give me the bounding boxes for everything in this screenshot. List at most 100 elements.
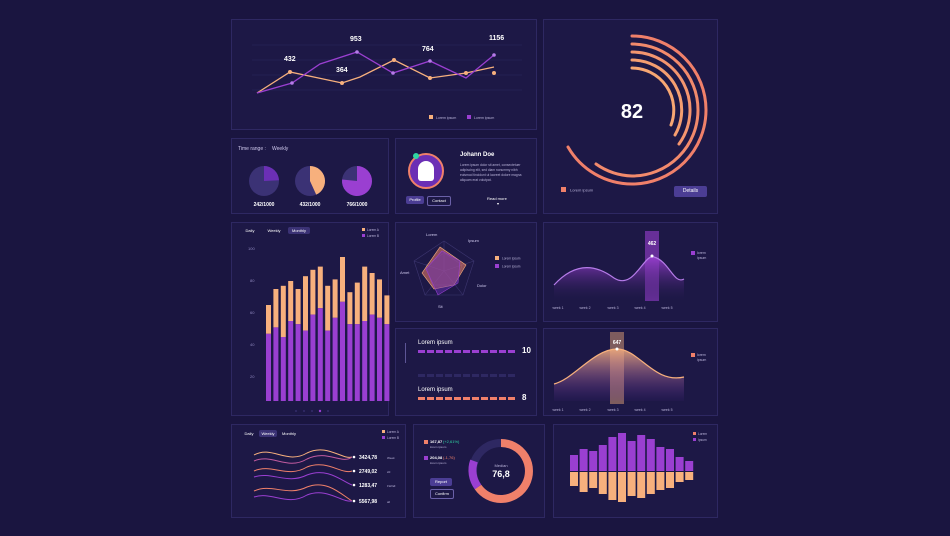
avatar[interactable] <box>408 153 444 189</box>
stat-label-2: lorem ipsum <box>430 461 447 465</box>
bar-down <box>618 472 626 502</box>
week-label: week 2 <box>579 408 590 412</box>
legend-label: Lorem B <box>367 234 379 238</box>
stat-value-1: 167,87 <box>430 439 443 444</box>
bar-down <box>666 472 674 488</box>
donut-center-value: 76,8 <box>492 469 510 479</box>
line-series-purple <box>256 51 495 94</box>
bar-segment-top <box>354 282 360 325</box>
mirror-bar-chart: Lorem Ipsum <box>570 432 707 502</box>
bar-segment-top <box>295 289 301 325</box>
week-label: week 4 <box>634 306 645 310</box>
bar-segment-bottom <box>347 324 353 401</box>
tab-monthly[interactable]: Monthly <box>281 431 296 436</box>
week-label: week 2 <box>579 306 590 310</box>
tab-monthly[interactable]: Monthly <box>288 227 310 234</box>
read-more-link[interactable]: Read more <box>487 196 507 201</box>
radar-panel: Lorem Ipsum Dolor Sit Amet Lorem ipsum L… <box>395 222 537 322</box>
report-button[interactable]: Report <box>430 478 452 486</box>
bar-segment-bottom <box>340 301 345 401</box>
pie-label-2: 432/1000 <box>300 202 321 208</box>
legend-label: Lorem ipsum <box>502 265 521 269</box>
legend-label: Ipsum <box>698 438 707 442</box>
bar-segment-top <box>340 257 345 302</box>
mirror-bars-panel: Lorem Ipsum <box>553 424 718 518</box>
bar-segment-bottom <box>377 317 382 401</box>
legend-label: ipsum <box>697 358 706 362</box>
value-label-364: 364 <box>336 67 348 74</box>
confirm-button[interactable]: Confirm <box>430 489 454 499</box>
bar-down <box>675 472 684 482</box>
bar-down <box>646 472 655 494</box>
week-label: week 3 <box>607 306 618 310</box>
bar-down <box>579 472 588 492</box>
radar-axis-label: Amet <box>400 270 410 275</box>
bar-segment-top <box>377 279 382 318</box>
tab-daily[interactable]: Daily <box>245 228 255 233</box>
bar-segment-top <box>347 292 353 325</box>
legend-label: Lorem ipsum <box>436 116 456 120</box>
bar-down <box>627 472 636 496</box>
contact-button[interactable]: Contact <box>427 196 451 206</box>
bar-segment-top <box>332 279 338 318</box>
week-label: week 5 <box>661 408 672 412</box>
tab-daily[interactable]: Daily <box>244 431 254 436</box>
bar-segment-top <box>369 273 375 315</box>
row-tag: 1W/all <box>387 484 396 488</box>
radar-axis-label: Ipsum <box>468 238 480 243</box>
legend-label: Lorem B <box>387 436 399 440</box>
line-chart: 432 364 953 764 1156 Lorem ipsum Lorem i… <box>252 35 522 120</box>
radar-axis-label: Dolor <box>477 283 487 288</box>
radar-axis-label: Sit <box>438 304 444 309</box>
stat-change-1: (+2,61%) <box>443 439 460 444</box>
stat-label-1: lorem ipsum <box>430 445 447 449</box>
pie-slice <box>264 166 279 181</box>
gauge-arcs: 82 Lorem ipsum <box>561 34 708 193</box>
progress-value-2: 8 <box>522 393 527 402</box>
bar-up <box>627 441 636 471</box>
pie-slice <box>310 166 325 195</box>
bar-segment-top <box>273 289 279 328</box>
bar-up <box>646 439 655 471</box>
bar-segment-top <box>266 305 271 334</box>
value-label-764: 764 <box>422 46 434 53</box>
wave-bottom-panel: 647 lorem ipsum week 1 week 2 week 3 wee… <box>543 328 718 416</box>
bar-segment-bottom <box>384 324 390 401</box>
details-button[interactable]: Details <box>674 186 707 197</box>
y-tick: 60 <box>250 310 255 315</box>
bar-segment-bottom <box>310 314 316 401</box>
bar-down <box>656 472 665 490</box>
row-value: 1283,47 <box>359 483 377 489</box>
stat-square-purple <box>424 456 428 460</box>
profile-button[interactable]: Profile <box>406 196 424 204</box>
chevron-down-icon[interactable]: ▾ <box>497 201 500 206</box>
progress-side-marker <box>405 343 406 363</box>
week-label: week 5 <box>661 306 672 310</box>
pie-charts: 242/1000 432/1000 766/1000 <box>249 166 372 208</box>
bar-segment-top <box>303 276 308 331</box>
wave-top-panel: 462 lorem ipsum week 1 week 2 week 3 wee… <box>543 222 718 322</box>
legend-label: Lorem A <box>387 430 400 434</box>
week-label: week 1 <box>552 408 563 412</box>
bar-up <box>598 445 607 471</box>
progress-panel: Lorem ipsum 10 Lorem ipsum 8 <box>395 328 537 416</box>
week-label: week 3 <box>607 408 618 412</box>
bar-segment-top <box>288 281 294 321</box>
waves-list-chart: Lorem A Lorem B 3424,78 Week 2749,02 2d … <box>253 430 400 505</box>
time-range-value[interactable]: Weekly <box>272 146 289 152</box>
bar-up <box>675 457 684 471</box>
legend-label: lorem <box>697 353 706 357</box>
donut-center-label: Median <box>494 463 507 468</box>
bar-down <box>608 472 617 500</box>
tab-weekly[interactable]: Weekly <box>267 228 281 233</box>
bar-down <box>598 472 607 494</box>
bar-segment-top <box>310 269 316 315</box>
tab-weekly[interactable]: Weekly <box>259 430 277 437</box>
stat-change-2: (-1,76) <box>443 455 455 460</box>
bar-up <box>637 435 646 471</box>
wave-top-value: 462 <box>648 241 657 247</box>
stacked-bar-chart: Lorem A Lorem B 100 80 60 40 20 <box>248 228 390 413</box>
bar-segment-bottom <box>332 317 338 401</box>
week-label: week 4 <box>634 408 645 412</box>
online-status-dot <box>413 153 419 159</box>
